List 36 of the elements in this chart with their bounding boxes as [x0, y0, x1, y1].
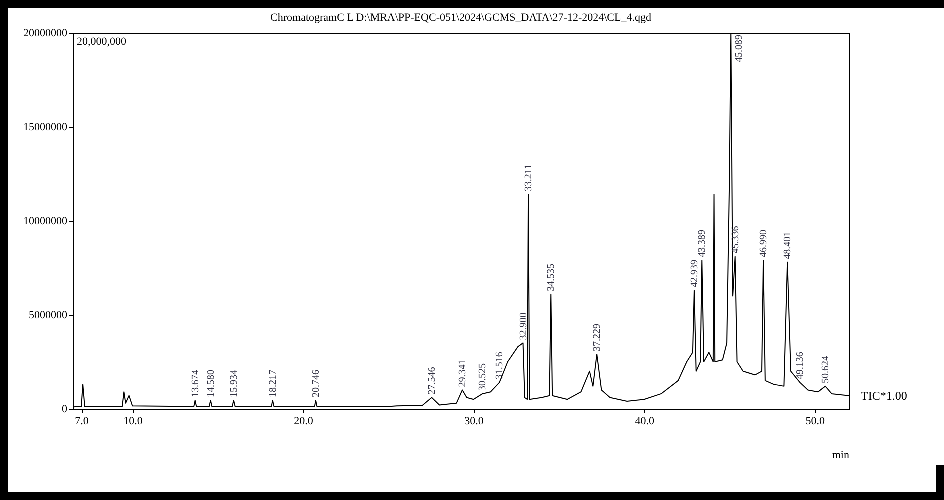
x-tick-label: 20.0 [294, 416, 314, 428]
series-label: TIC*1.00 [861, 388, 908, 403]
annotation: 27.546 [426, 367, 438, 395]
x-tick-label: 50.0 [806, 416, 826, 428]
annotation: 29.341 [458, 360, 469, 388]
annotation: 32.900 [518, 312, 530, 340]
y-tick-label: 15000000 [24, 122, 68, 134]
annotation: 42.939 [689, 260, 700, 288]
y-tick-label: 5000000 [29, 310, 68, 322]
annotation: 45.336 [730, 226, 742, 254]
x-tick-label: 7.0 [75, 416, 90, 428]
annotation: 46.990 [758, 230, 770, 258]
annotation: 48.401 [782, 232, 794, 260]
annotation: 49.136 [795, 352, 806, 380]
annotation: 20,000,000 [77, 36, 127, 48]
chart-title: ChromatogramC L D:\MRA\PP-EQC-051\2024\GCMS_DATA\27-12-2024\CL_4.qgd [270, 12, 652, 24]
x-tick-label: 10.0 [124, 416, 144, 428]
annotation: 43.389 [697, 230, 708, 258]
annotation: 33.211 [524, 164, 535, 192]
y-tick-label: 10000000 [24, 216, 68, 228]
annotation: 37.229 [592, 324, 604, 352]
annotation: 31.516 [494, 352, 506, 380]
y-tick-label: 20000000 [24, 28, 68, 40]
x-tick-label: 30.0 [464, 416, 484, 428]
annotation: 15.934 [228, 370, 240, 398]
annotation: 34.535 [546, 264, 558, 292]
annotation: 13.674 [190, 370, 202, 398]
annotation: 45.089 [734, 35, 746, 62]
x-axis-title: min [832, 450, 850, 462]
y-tick-label: 0 [62, 404, 68, 416]
x-tick-label: 40.0 [635, 416, 655, 428]
annotation: 20.746 [310, 370, 322, 398]
annotation: 18.217 [268, 370, 279, 398]
annotation: 30.525 [478, 363, 489, 391]
annotation: 50.624 [820, 356, 832, 384]
annotation: 14.580 [206, 370, 217, 398]
